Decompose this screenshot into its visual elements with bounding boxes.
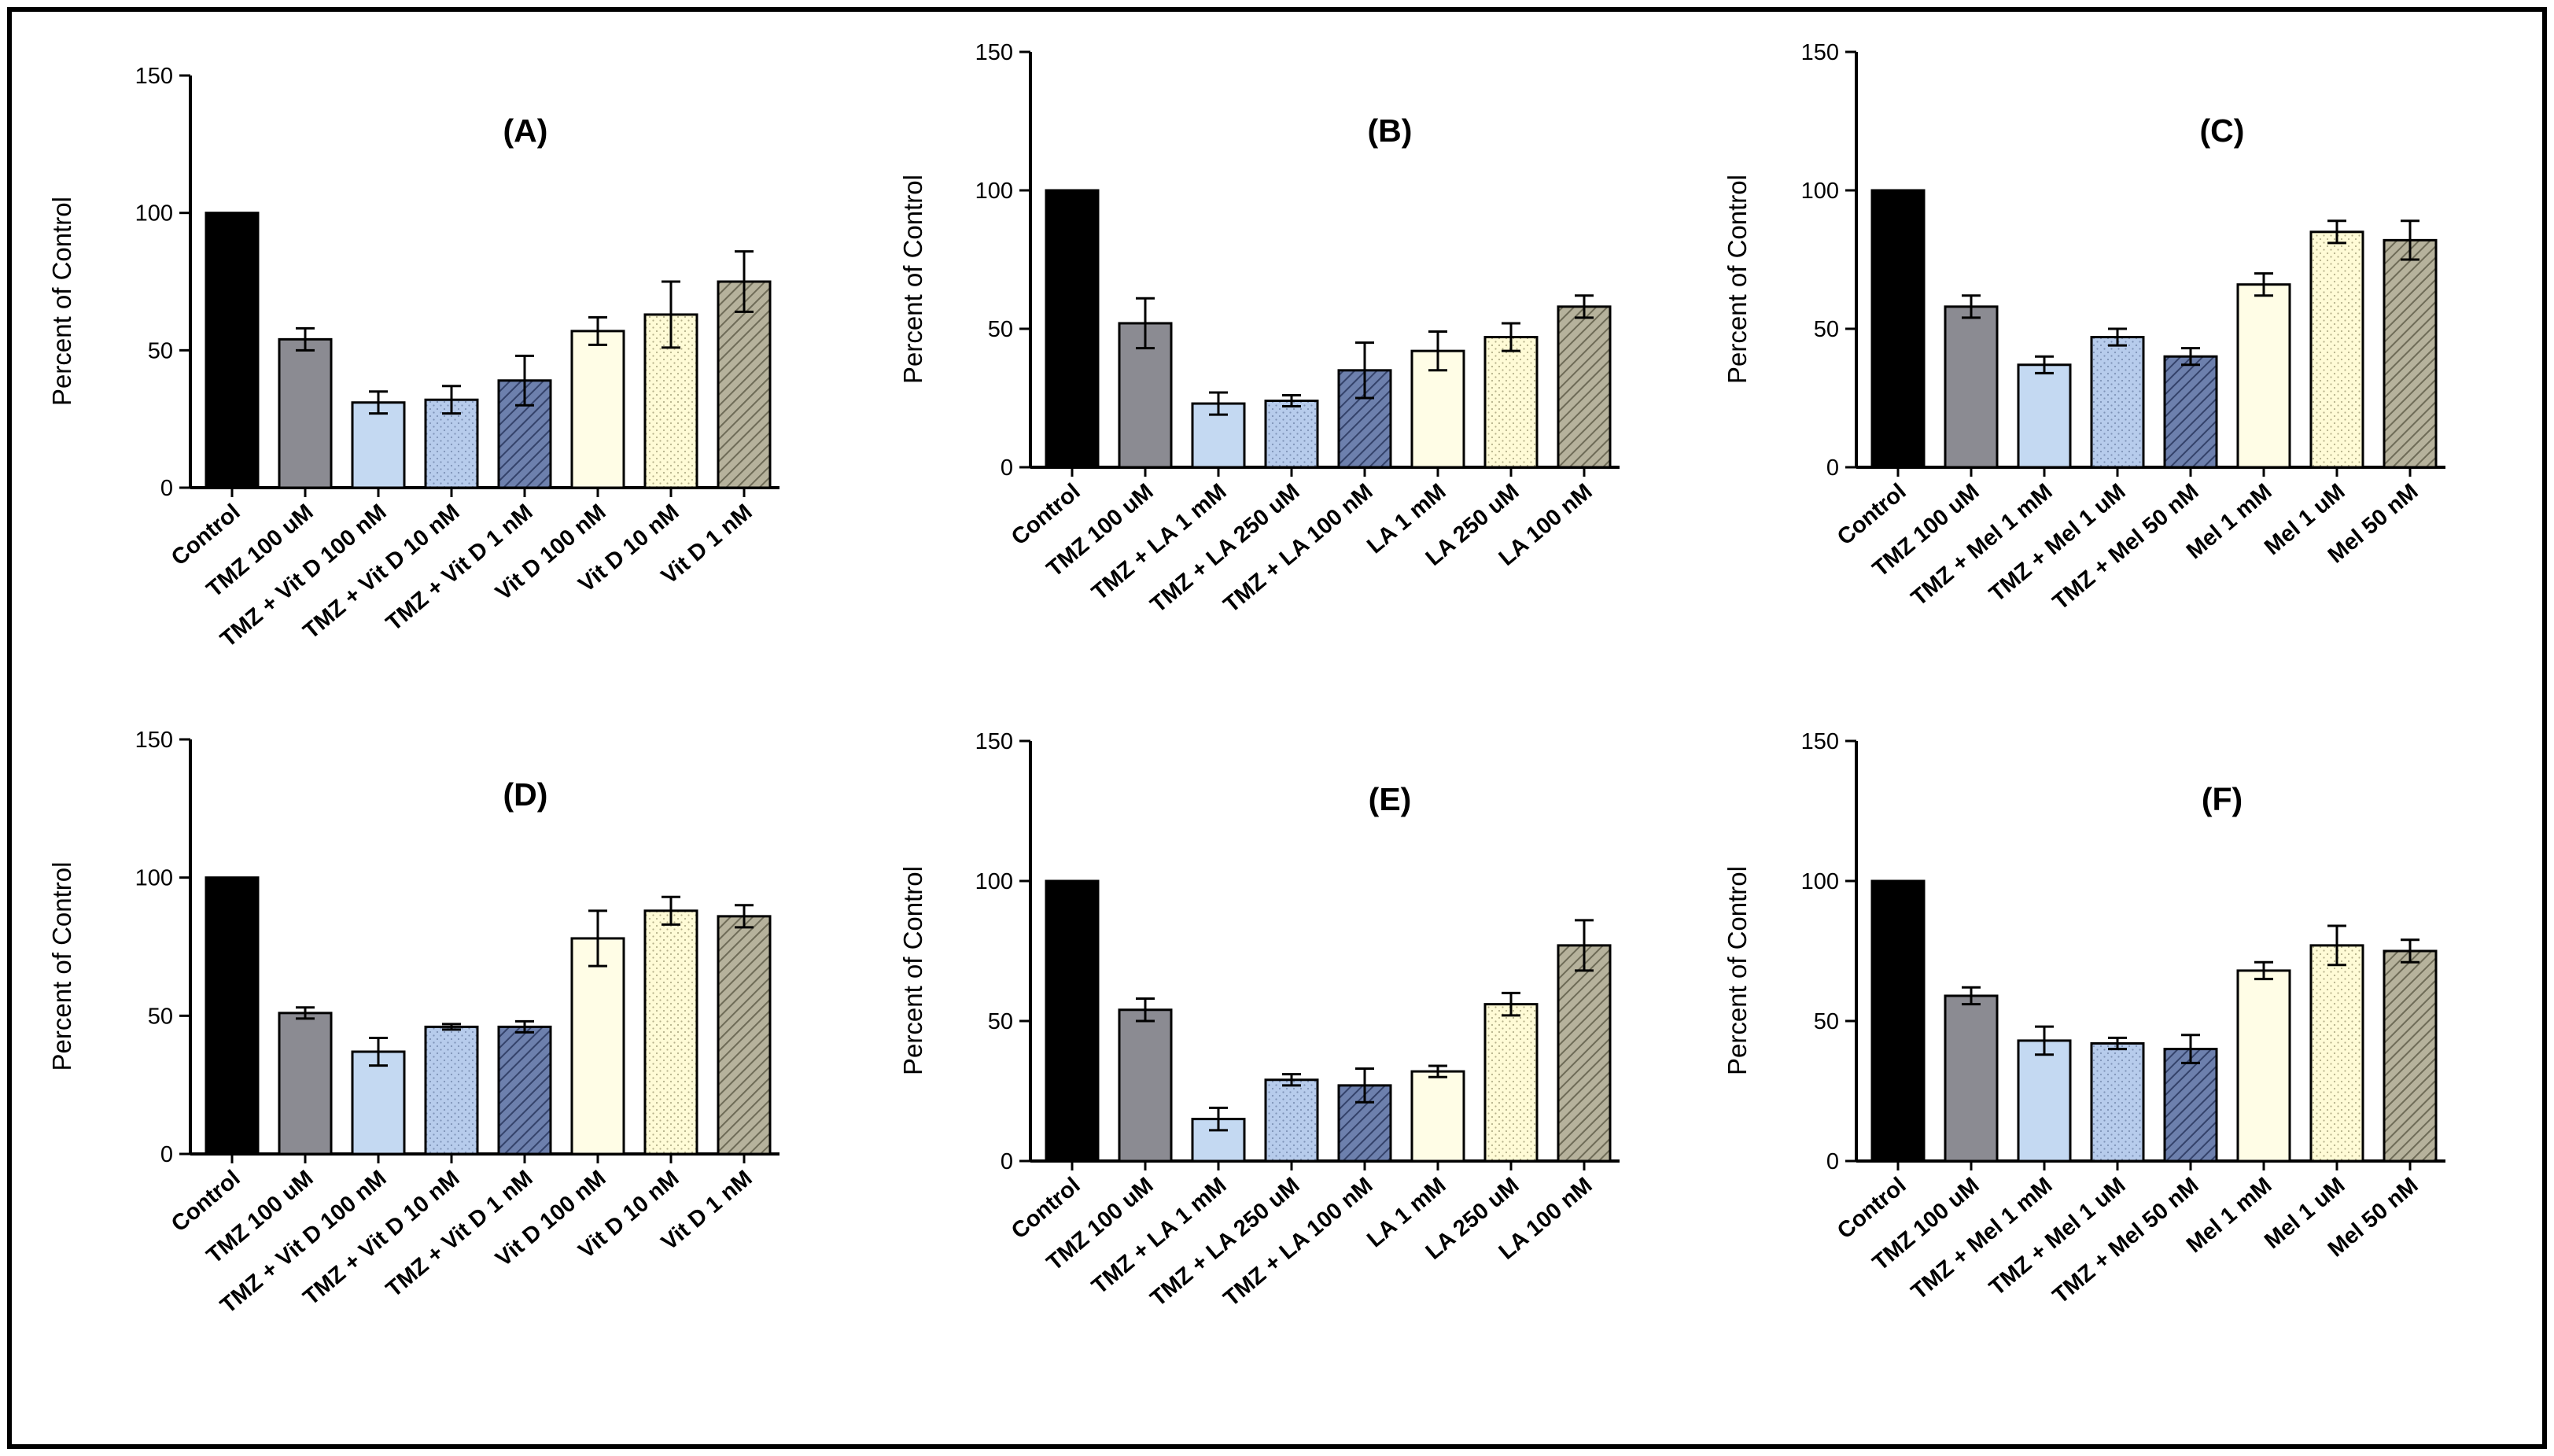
bar-a-6 [570,330,625,489]
bar-f-4 [2090,1041,2145,1163]
y-axis-label: Percent of Control [898,175,927,384]
bar-d-4 [424,1025,479,1156]
y-tick-label: 50 [1814,1009,1839,1034]
bar-f-6 [2236,969,2291,1163]
panel-title: (F) [2202,781,2243,817]
bar-b-4 [1264,400,1319,469]
bar-f-5 [2163,1048,2218,1163]
bar-b-7 [1483,336,1539,469]
bar-a-1 [205,212,260,489]
y-tick-label: 150 [135,728,173,753]
y-axis-label: Percent of Control [1723,175,1752,384]
bar-a-8 [717,280,772,489]
y-tick-label: 150 [975,729,1013,754]
bar-e-8 [1557,944,1612,1163]
bar-c-3 [2017,363,2072,469]
bar-d-6 [570,937,625,1156]
bar-d-2 [278,1012,333,1156]
panel-title: (E) [1369,781,1412,817]
y-tick-label: 50 [1814,317,1839,342]
y-tick-label: 100 [135,201,173,227]
y-tick-label: 0 [1001,1149,1013,1174]
bar-a-5 [497,379,552,489]
y-axis-label: Percent of Control [1723,866,1752,1075]
bar-f-7 [2309,944,2364,1163]
y-tick-label: 50 [148,338,173,363]
bar-d-8 [717,915,772,1156]
y-axis-label: Percent of Control [898,866,927,1075]
bar-d-5 [497,1025,552,1156]
bar-f-2 [1944,994,1999,1163]
bar-c-7 [2309,230,2364,469]
y-tick-label: 0 [1001,455,1013,481]
y-tick-label: 0 [1826,1149,1839,1174]
y-tick-label: 100 [1801,869,1839,894]
y-tick-label: 100 [975,179,1013,204]
y-tick-label: 50 [988,317,1013,342]
y-axis-label: Percent of Control [47,197,76,406]
bar-d-1 [205,876,260,1156]
y-tick-label: 0 [160,476,173,501]
bar-a-3 [351,401,406,489]
bar-e-1 [1045,879,1100,1163]
bar-c-8 [2383,238,2438,469]
y-tick-label: 50 [148,1004,173,1029]
bar-f-1 [1870,879,1926,1163]
y-tick-label: 100 [135,866,173,891]
bar-d-3 [351,1050,406,1156]
bar-c-6 [2236,283,2291,469]
bar-c-4 [2090,336,2145,469]
y-tick-label: 150 [1801,40,1839,65]
bar-b-1 [1045,189,1100,469]
y-tick-label: 0 [1826,455,1839,481]
bar-e-6 [1410,1070,1465,1163]
y-tick-label: 100 [975,869,1013,894]
y-tick-label: 0 [160,1142,173,1167]
y-axis-label: Percent of Control [47,862,76,1071]
bar-f-3 [2017,1039,2072,1163]
y-tick-label: 150 [135,64,173,89]
bar-d-7 [643,909,698,1156]
figure-border [7,7,2547,1449]
bar-c-5 [2163,355,2218,469]
bar-c-2 [1944,305,1999,469]
bar-f-8 [2383,949,2438,1163]
panel-title: (A) [503,112,548,149]
bar-b-8 [1557,305,1612,469]
y-tick-label: 50 [988,1009,1013,1034]
y-tick-label: 100 [1801,179,1839,204]
bar-c-1 [1870,189,1926,469]
bar-a-2 [278,337,333,489]
panel-title: (B) [1368,112,1413,149]
bar-e-7 [1483,1003,1539,1163]
y-tick-label: 150 [1801,729,1839,754]
panel-title: (C) [2200,112,2245,149]
panel-title: (D) [503,776,548,813]
bar-e-2 [1118,1008,1173,1163]
y-tick-label: 150 [975,40,1013,65]
bar-e-4 [1264,1078,1319,1163]
